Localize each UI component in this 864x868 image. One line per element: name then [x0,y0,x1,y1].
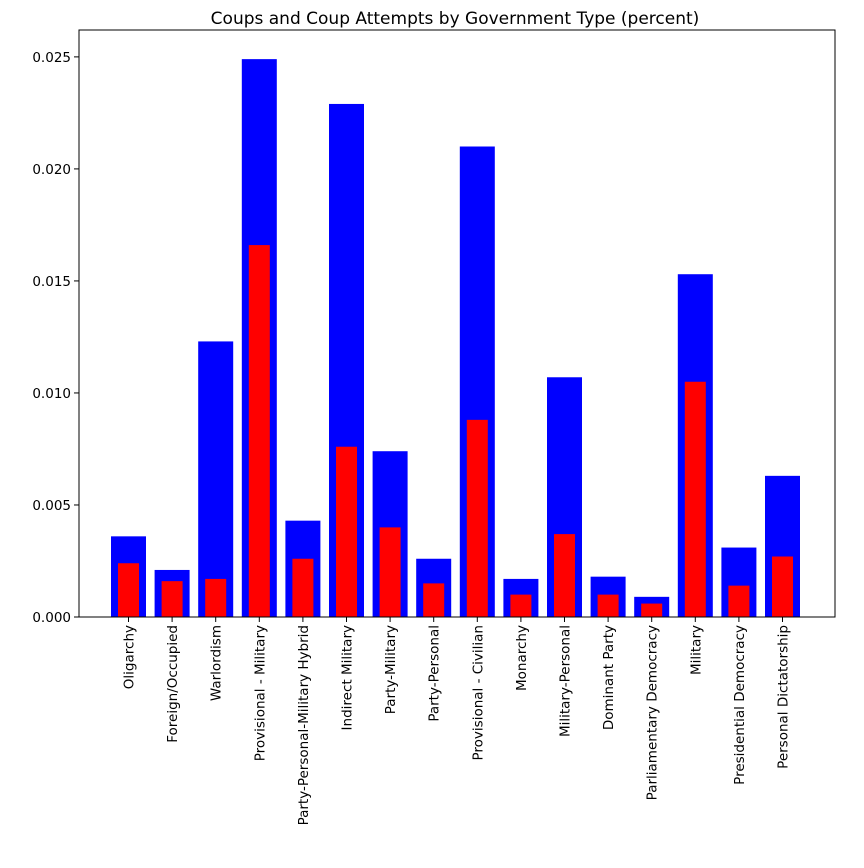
y-tick-label: 0.020 [32,162,71,178]
y-tick-label: 0.025 [32,50,71,66]
x-tick-label: Provisional - Military [252,625,268,761]
x-tick-label: Personal Dictatorship [776,625,792,769]
bar-series2-13 [641,603,663,617]
y-tick-label: 0.000 [32,610,71,626]
bar-series2-16 [772,556,793,617]
bar-series2-15 [728,585,750,617]
bar-series2-6 [336,446,357,617]
x-tick-label: Party-Personal [427,625,443,722]
bar-series2-10 [510,594,532,617]
bar-series1-3 [198,341,234,617]
x-tick-label: Party-Military [383,625,399,714]
x-tick-label: Monarchy [514,625,530,691]
bar-series2-9 [466,419,488,617]
bar-series2-1 [118,563,139,617]
bar-series2-3 [205,578,227,617]
x-tick-label: Military [688,625,704,675]
x-tick-label: Foreign/Occupied [165,625,181,743]
x-tick-label: Warlordism [209,625,225,701]
y-axis: 0.000 0.005 0.010 0.015 0.020 0.025 [32,50,79,626]
x-axis: Oligarchy Foreign/Occupied Warlordism Provi… [122,617,792,825]
bar-series2-7 [379,527,401,617]
bar-series2-14 [684,381,706,617]
x-tick-label: Oligarchy [122,625,138,689]
x-tick-label: Parliamentary Democracy [645,625,661,800]
bar-series2-8 [423,583,445,617]
x-tick-label: Indirect Military [340,625,356,730]
bar-series2-12 [597,594,619,617]
x-tick-label: Provisional - Civilian [470,625,486,760]
y-tick-label: 0.010 [32,386,71,402]
y-tick-label: 0.005 [32,498,71,514]
plot-frame [78,29,836,618]
x-tick-label: Presidential Democracy [732,625,748,785]
x-tick-label: Party-Personal-Military Hybrid [296,625,312,825]
bars-layer [111,59,800,617]
x-tick-label: Military-Personal [558,625,574,737]
chart-title: Coups and Coup Attempts by Government Ty… [211,9,700,29]
bar-series2-4 [248,245,270,617]
y-tick-label: 0.015 [32,274,71,290]
bar-series2-11 [554,534,575,617]
x-tick-label: Dominant Party [601,625,617,730]
bar-series2-2 [161,581,183,617]
bar-series2-5 [292,558,314,617]
